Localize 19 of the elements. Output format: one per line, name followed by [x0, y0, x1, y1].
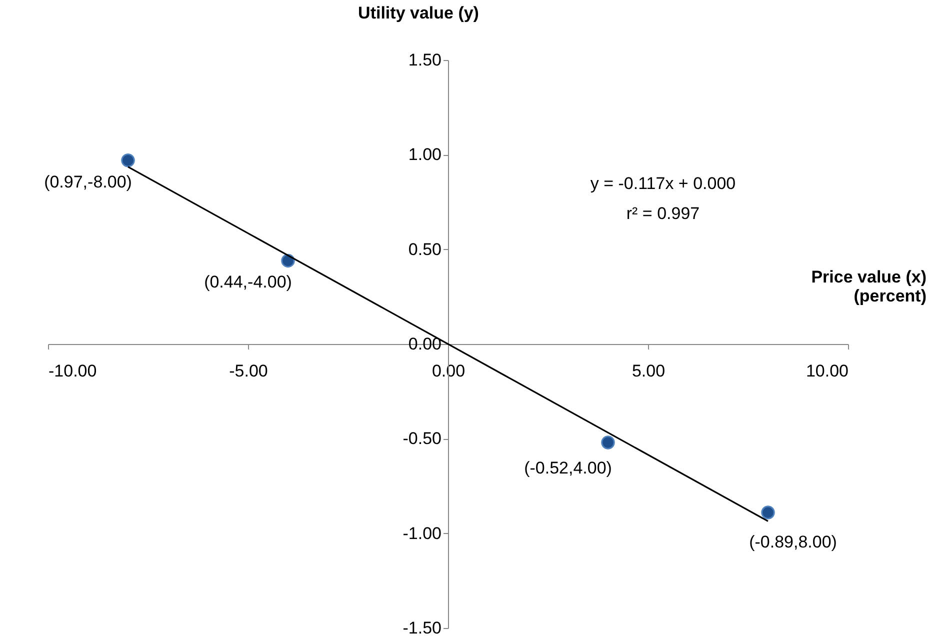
data-label: (0.97,-8.00) [44, 172, 132, 192]
data-label: (-0.52,4.00) [524, 458, 612, 478]
y-tick-label: 0.50 [408, 240, 442, 259]
y-tick-label: -1.00 [402, 524, 442, 543]
x-tick-label: 5.00 [632, 362, 666, 380]
x-axis-title: Price value (x) (percent) [811, 268, 926, 306]
x-tick-label: 10.00 [806, 362, 848, 380]
annotation: y = -0.117x + 0.000 [590, 174, 736, 193]
y-tick-label: 1.00 [408, 145, 442, 164]
data-label: (-0.89,8.00) [749, 532, 837, 552]
y-tick-label: 0.00 [408, 334, 442, 354]
y-axis-title: Utility value (y) [358, 4, 479, 22]
x-tick-label: -5.00 [229, 362, 268, 380]
annotation: r² = 0.997 [626, 204, 700, 223]
y-tick-label: 1.50 [408, 50, 442, 70]
data-label: (0.44,-4.00) [204, 272, 292, 292]
y-tick-label: -0.50 [402, 429, 442, 448]
y-tick-label: -1.50 [402, 618, 442, 638]
x-tick-label: -10.00 [48, 362, 97, 380]
